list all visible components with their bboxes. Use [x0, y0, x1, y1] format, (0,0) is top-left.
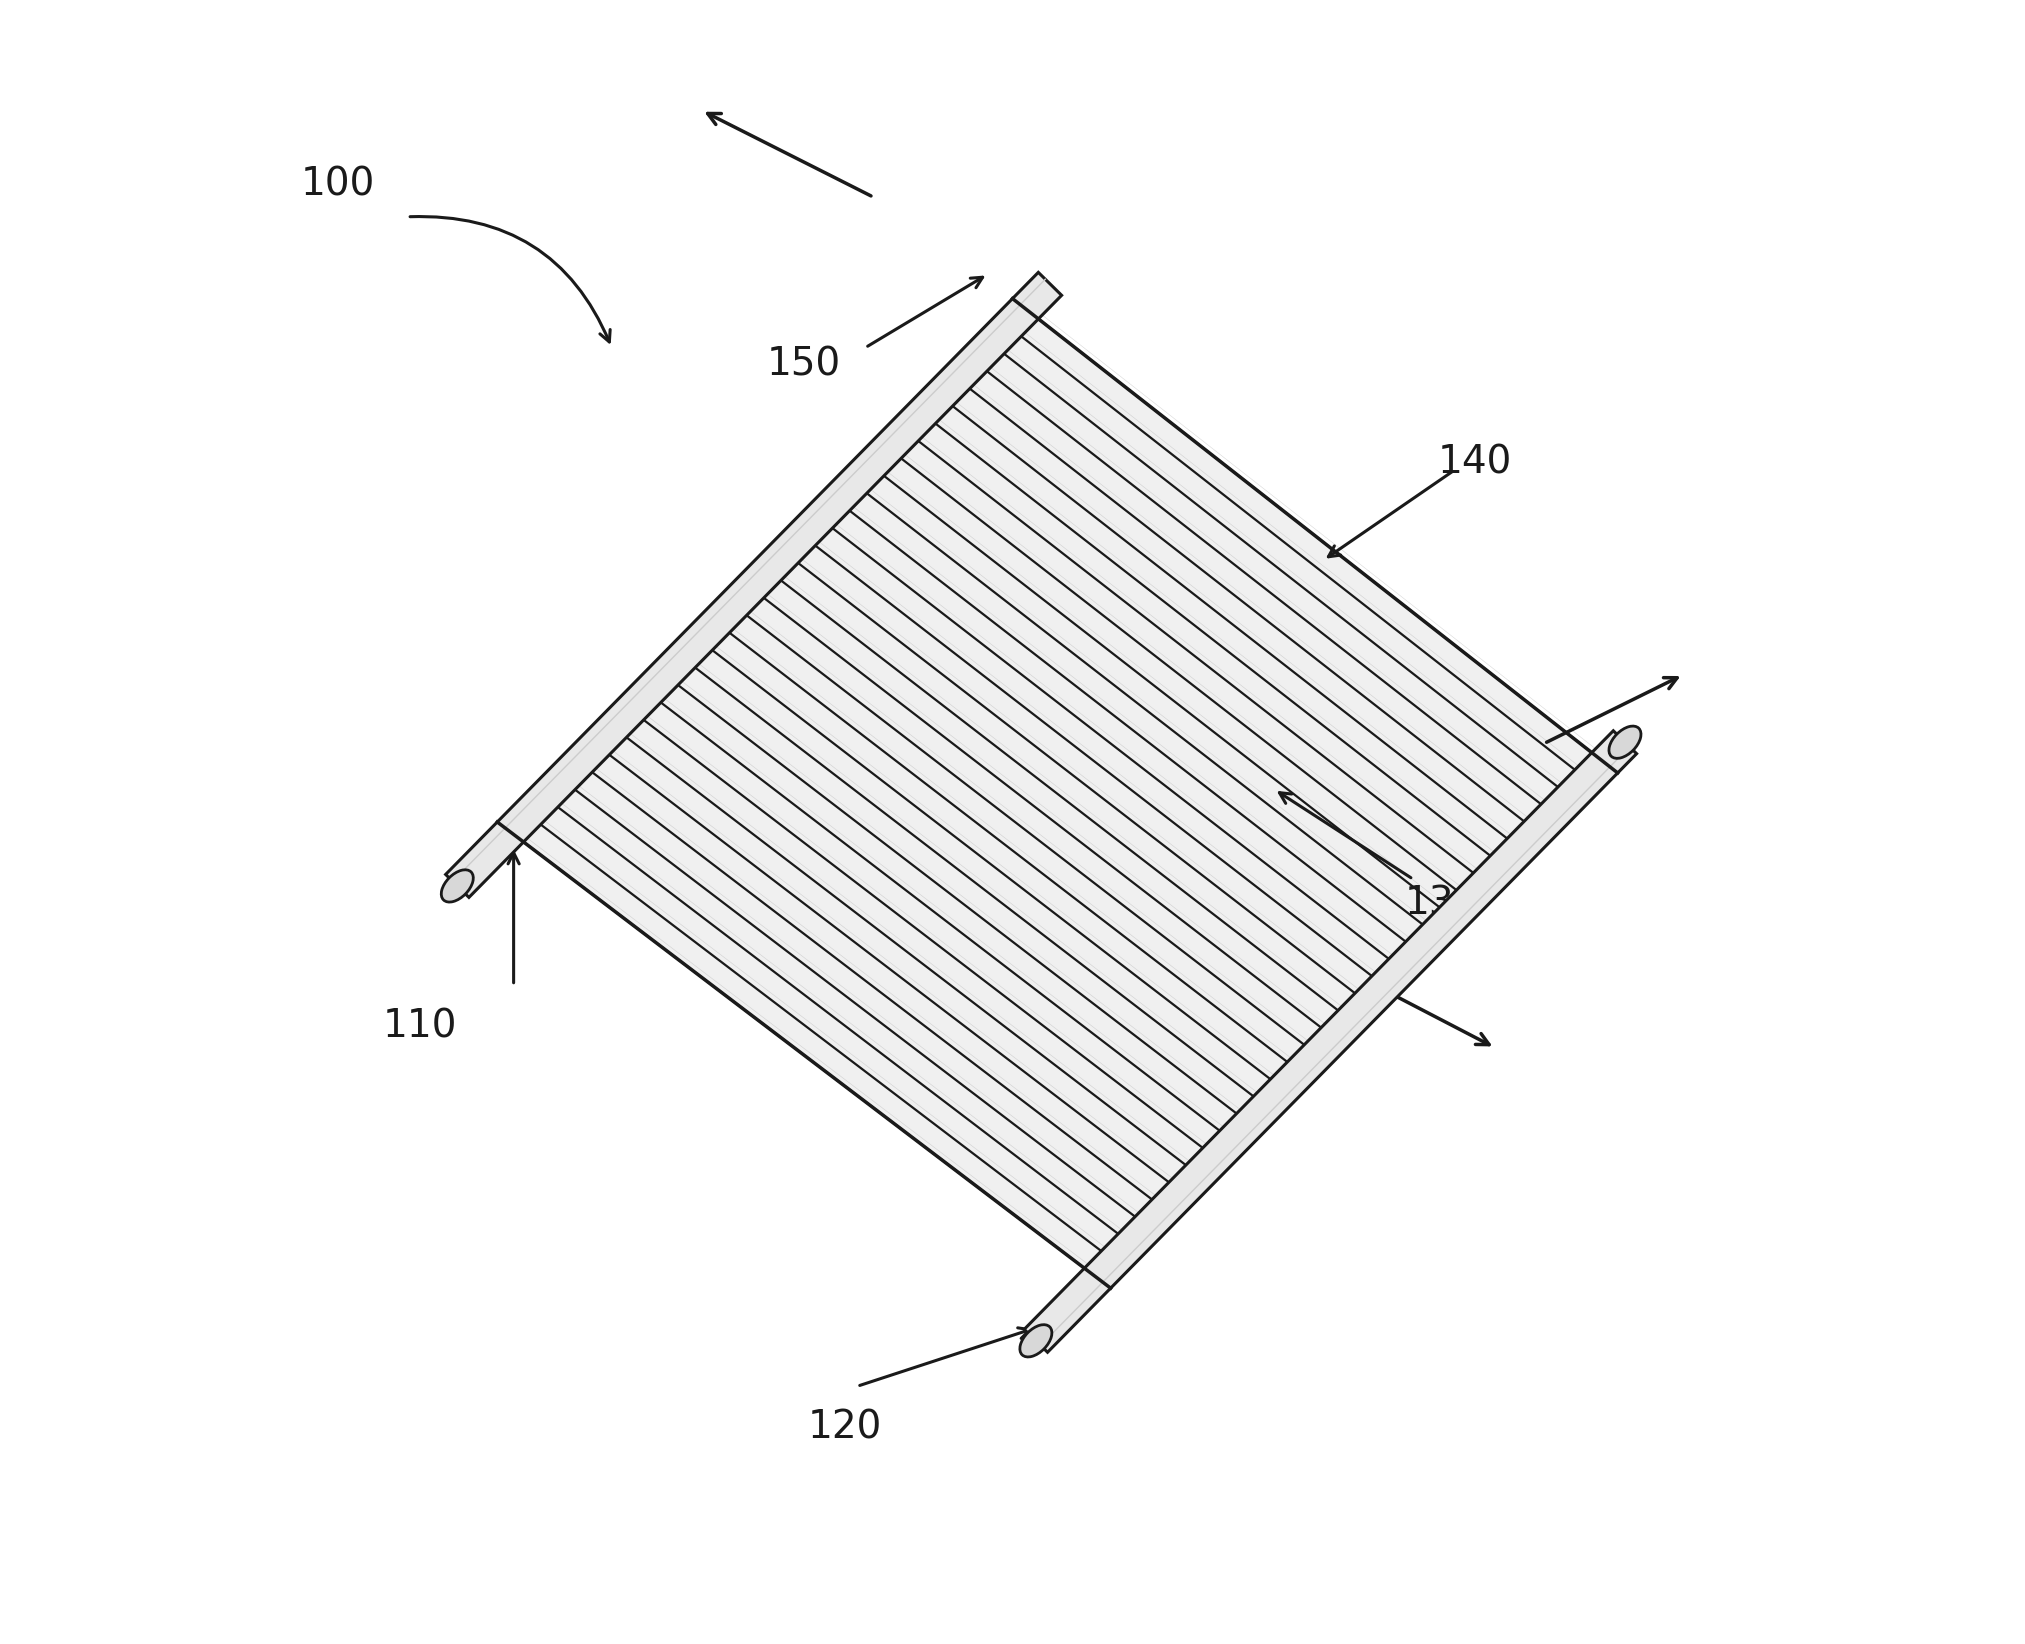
Text: 150: 150 — [767, 345, 842, 383]
Text: 140: 140 — [1438, 444, 1513, 482]
Text: 130: 130 — [1405, 884, 1480, 922]
Text: 100: 100 — [302, 164, 375, 204]
Ellipse shape — [441, 870, 474, 903]
Ellipse shape — [1021, 1325, 1051, 1356]
Text: 110: 110 — [383, 1008, 458, 1046]
Polygon shape — [498, 299, 1618, 1289]
Polygon shape — [1025, 730, 1636, 1353]
Ellipse shape — [1610, 727, 1640, 758]
Polygon shape — [446, 273, 1061, 898]
Text: 120: 120 — [808, 1409, 883, 1447]
